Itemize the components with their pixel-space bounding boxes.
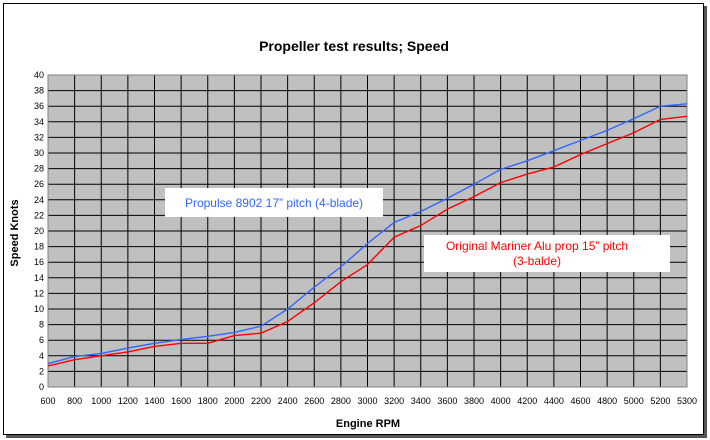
x-tick-label: 1400 <box>144 396 164 406</box>
annotation-series-2: Original Mariner Alu prop 15” pitch (3-b… <box>424 235 670 272</box>
y-tick-label: 18 <box>34 242 44 252</box>
y-tick-label: 8 <box>39 320 44 330</box>
x-axis-ticks: 600 800 1000 1200 1400 1600 1800 2000 2200 2400 26… <box>40 396 697 406</box>
annotation-series-2-subtext: (3-balde) <box>513 254 561 268</box>
x-axis-label: Engine RPM <box>336 418 400 430</box>
x-tick-label: 4200 <box>517 396 537 406</box>
y-tick-label: 26 <box>34 179 44 189</box>
y-tick-label: 38 <box>34 86 44 96</box>
x-tick-label: 5000 <box>624 396 644 406</box>
x-tick-label: 5200 <box>650 396 670 406</box>
x-tick-label: 1200 <box>118 396 138 406</box>
chart-title: Propeller test results; Speed <box>259 38 449 54</box>
x-tick-label: 1600 <box>171 396 191 406</box>
x-tick-label: 1800 <box>198 396 218 406</box>
x-tick-label: 4800 <box>597 396 617 406</box>
x-tick-label: 3600 <box>437 396 457 406</box>
y-tick-label: 0 <box>39 382 44 392</box>
y-axis-label: Speed Knots <box>9 199 21 266</box>
x-tick-label: 2800 <box>331 396 351 406</box>
y-tick-label: 16 <box>34 257 44 267</box>
x-tick-label: 2600 <box>304 396 324 406</box>
y-tick-label: 14 <box>34 273 44 283</box>
x-tick-label: 3200 <box>384 396 404 406</box>
x-tick-label: 3800 <box>464 396 484 406</box>
x-tick-label: 4600 <box>570 396 590 406</box>
x-tick-label: 600 <box>40 396 55 406</box>
y-tick-label: 24 <box>34 195 44 205</box>
x-tick-label: 5300 <box>677 396 697 406</box>
y-tick-label: 30 <box>34 148 44 158</box>
y-tick-label: 4 <box>39 351 44 361</box>
y-tick-label: 32 <box>34 132 44 142</box>
x-tick-label: 2000 <box>224 396 244 406</box>
series-lines <box>47 103 688 367</box>
x-tick-label: 800 <box>67 396 82 406</box>
x-tick-label: 4000 <box>491 396 511 406</box>
line-chart: Propeller test results; Speed 0246810121… <box>9 38 697 430</box>
y-tick-label: 20 <box>34 226 44 236</box>
y-tick-label: 28 <box>34 164 44 174</box>
x-tick-label: 2400 <box>278 396 298 406</box>
annotation-series-1-text: Propulse 8902 17” pitch (4-blade) <box>185 196 363 210</box>
x-tick-label: 2200 <box>251 396 271 406</box>
series-2-line <box>47 115 688 367</box>
y-tick-label: 10 <box>34 304 44 314</box>
chart-frame: Propeller test results; Speed 0 2 4 6 8 10 12 1… <box>3 3 704 435</box>
x-tick-label: 1000 <box>91 396 111 406</box>
plot-border <box>47 74 688 388</box>
y-tick-label: 34 <box>34 117 44 127</box>
x-tick-label: 4400 <box>544 396 564 406</box>
y-tick-label: 22 <box>34 210 44 220</box>
series-1-line <box>47 103 688 365</box>
x-tick-label: 3000 <box>357 396 377 406</box>
y-tick-label: 36 <box>34 101 44 111</box>
y-tick-label: 6 <box>39 335 44 345</box>
gridlines <box>47 74 688 388</box>
y-tick-label: 2 <box>39 366 44 376</box>
annotation-series-2-text: Original Mariner Alu prop 15” pitch <box>446 239 628 253</box>
annotation-series-1: Propulse 8902 17” pitch (4-blade) <box>165 188 383 217</box>
y-tick-label: 40 <box>34 70 44 80</box>
y-tick-label: 12 <box>34 288 44 298</box>
x-tick-label: 3400 <box>411 396 431 406</box>
